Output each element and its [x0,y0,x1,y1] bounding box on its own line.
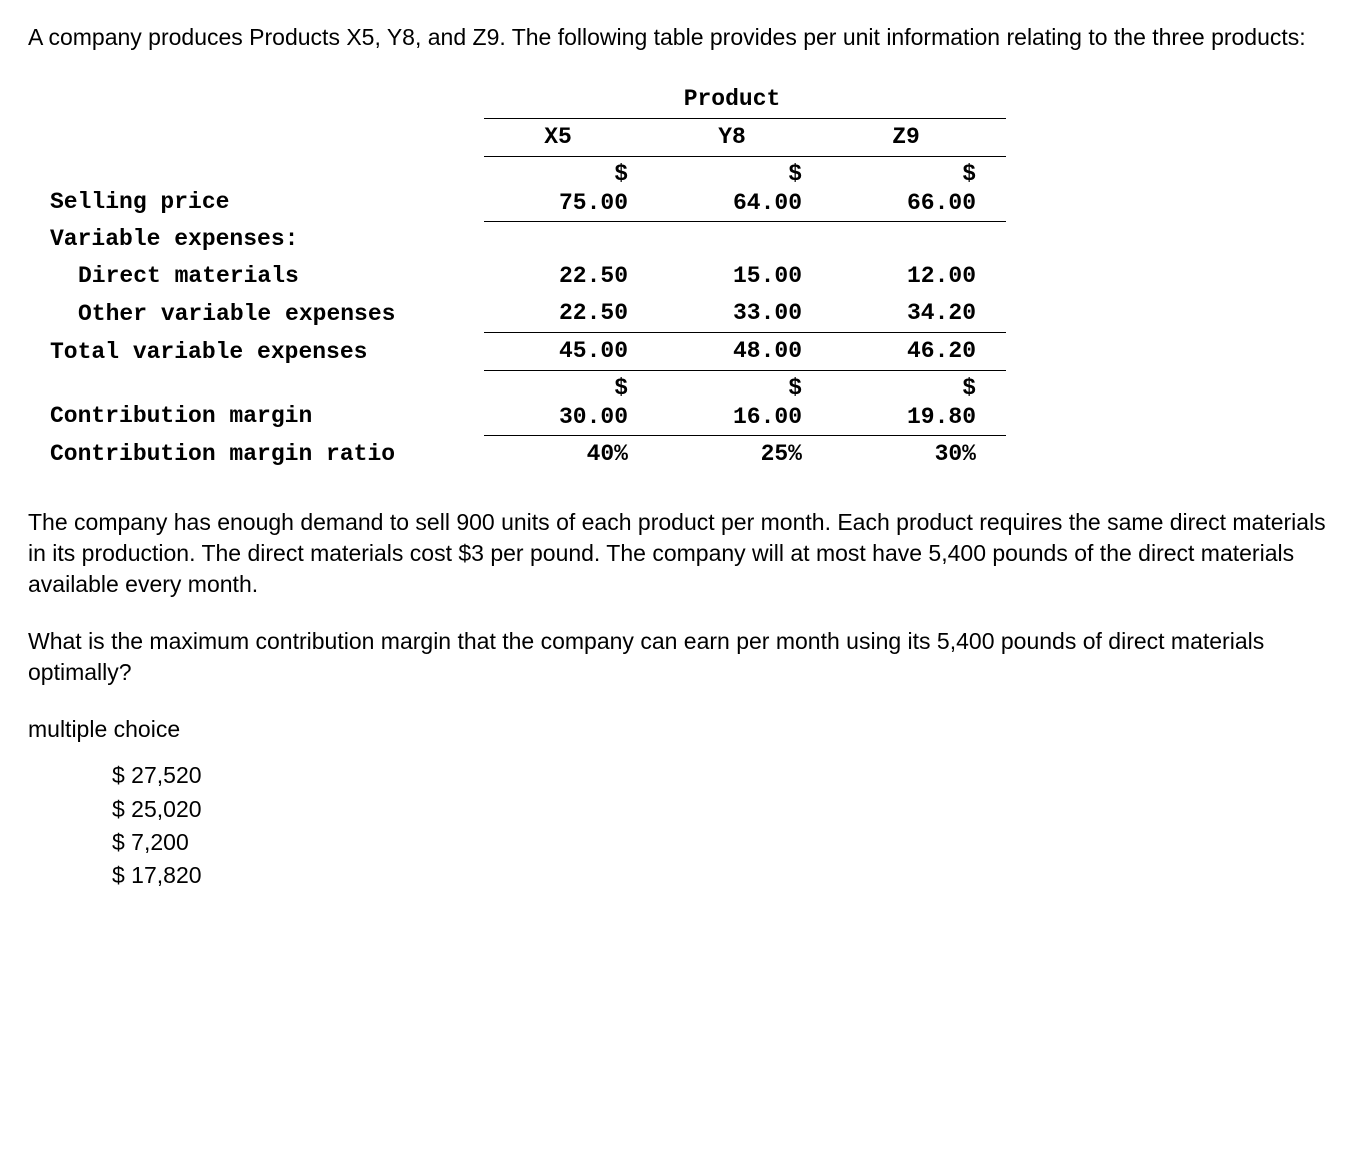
cm-ratio-z9: 30% [832,435,1006,473]
row-total-variable-label: Total variable expenses [46,333,484,371]
group-header: Product [484,81,1006,119]
choice-1[interactable]: $ 27,520 [112,759,1330,792]
total-variable-x5: 45.00 [484,333,658,371]
other-variable-x5: 22.50 [484,295,658,333]
paragraph-demand: The company has enough demand to sell 90… [28,507,1330,600]
row-direct-materials-label: Direct materials [46,258,484,295]
cm-ratio-x5: 40% [484,435,658,473]
cm-z9: $19.80 [832,371,1006,436]
cm-x5: $30.00 [484,371,658,436]
total-variable-z9: 46.20 [832,333,1006,371]
choice-2[interactable]: $ 25,020 [112,793,1330,826]
cm-y8: $16.00 [658,371,832,436]
row-variable-expenses-header: Variable expenses: [46,221,484,258]
direct-materials-z9: 12.00 [832,258,1006,295]
row-cm-ratio-label: Contribution margin ratio [46,435,484,473]
total-variable-y8: 48.00 [658,333,832,371]
col-header-x5: X5 [484,119,658,157]
row-selling-price-label: Selling price [46,157,484,222]
selling-price-z9: $66.00 [832,157,1006,222]
row-other-variable-label: Other variable expenses [46,295,484,333]
multiple-choice-header: multiple choice [28,714,1330,745]
other-variable-y8: 33.00 [658,295,832,333]
choice-3[interactable]: $ 7,200 [112,826,1330,859]
paragraph-question: What is the maximum contribution margin … [28,626,1330,688]
row-contribution-margin-label: Contribution margin [46,371,484,436]
other-variable-z9: 34.20 [832,295,1006,333]
direct-materials-x5: 22.50 [484,258,658,295]
col-header-y8: Y8 [658,119,832,157]
direct-materials-y8: 15.00 [658,258,832,295]
multiple-choice-list: $ 27,520 $ 25,020 $ 7,200 $ 17,820 [28,759,1330,892]
choice-4[interactable]: $ 17,820 [112,859,1330,892]
selling-price-y8: $64.00 [658,157,832,222]
selling-price-x5: $75.00 [484,157,658,222]
col-header-z9: Z9 [832,119,1006,157]
product-table: Product X5 Y8 Z9 Selling price $75.00 $6… [46,81,1006,473]
intro-text: A company produces Products X5, Y8, and … [28,22,1330,53]
cm-ratio-y8: 25% [658,435,832,473]
